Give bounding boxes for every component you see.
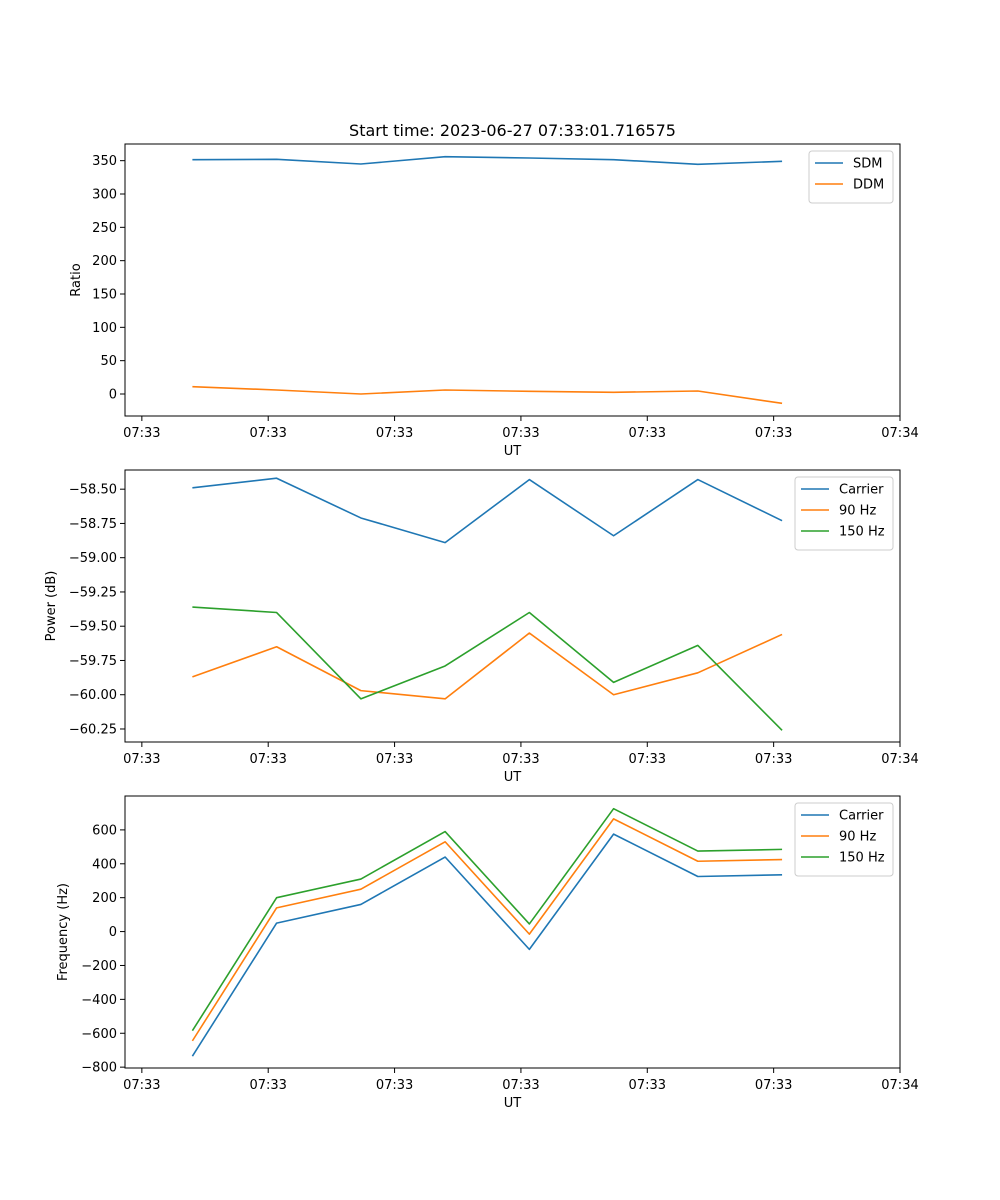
y-tick-label: −60.25 — [69, 722, 117, 737]
legend-label: 150 Hz — [839, 851, 885, 866]
x-tick-label: 07:33 — [123, 752, 160, 767]
x-tick-label: 07:34 — [881, 752, 918, 767]
x-tick-label: 07:33 — [376, 752, 413, 767]
x-tick-label: 07:33 — [123, 426, 160, 441]
legend-label: SDM — [853, 157, 882, 172]
y-tick-label: 50 — [100, 354, 117, 369]
y-axis-label: Power (dB) — [44, 571, 59, 642]
legend-box — [808, 150, 894, 204]
x-tick-label: 07:33 — [502, 1078, 539, 1093]
x-axis-label: UT — [504, 770, 522, 785]
y-tick-label: 200 — [92, 891, 117, 906]
x-tick-label: 07:33 — [755, 426, 792, 441]
x-tick-label: 07:33 — [629, 1078, 666, 1093]
x-axis-label: UT — [504, 444, 522, 459]
x-tick-label: 07:33 — [755, 1078, 792, 1093]
legend-label: 150 Hz — [839, 525, 885, 540]
y-tick-label: −59.00 — [69, 551, 117, 566]
series-line-90-hz — [192, 632, 783, 700]
x-tick-label: 07:33 — [249, 752, 286, 767]
figure-title: Start time: 2023-06-27 07:33:01.716575 — [349, 121, 676, 140]
series-line-carrier — [192, 477, 783, 544]
legend: SDM DDM — [808, 150, 894, 204]
y-tick-label: −600 — [81, 1027, 117, 1042]
x-tick-label: 07:33 — [249, 426, 286, 441]
y-tick-label: −400 — [81, 993, 117, 1008]
x-tick-label: 07:33 — [755, 752, 792, 767]
x-tick-label: 07:33 — [629, 752, 666, 767]
legend-label: 90 Hz — [839, 830, 876, 845]
x-tick-label: 07:33 — [249, 1078, 286, 1093]
y-tick-label: −58.75 — [69, 517, 117, 532]
x-tick-label: 07:33 — [502, 426, 539, 441]
series-line-150-hz — [192, 606, 783, 731]
series-line-ddm — [192, 385, 783, 405]
y-axis-label: Frequency (Hz) — [56, 883, 71, 981]
series-line-carrier — [191, 833, 783, 1057]
x-tick-label: 07:33 — [502, 752, 539, 767]
y-tick-label: 300 — [92, 188, 117, 203]
y-tick-label: 200 — [92, 254, 117, 269]
y-tick-label: 150 — [92, 288, 117, 303]
legend: Carrier 90 Hz 150 Hz — [794, 476, 894, 551]
x-tick-label: 07:33 — [629, 426, 666, 441]
x-tick-label: 07:33 — [376, 1078, 413, 1093]
x-tick-label: 07:34 — [881, 426, 918, 441]
legend: Carrier 90 Hz 150 Hz — [794, 802, 894, 877]
y-tick-label: 400 — [92, 857, 117, 872]
x-tick-label: 07:34 — [881, 1078, 918, 1093]
y-tick-label: 250 — [92, 221, 117, 236]
legend-label: DDM — [853, 178, 884, 193]
y-tick-label: −59.25 — [69, 585, 117, 600]
y-tick-label: −200 — [81, 959, 117, 974]
y-tick-label: −59.50 — [69, 620, 117, 635]
x-axis-label: UT — [504, 1096, 522, 1111]
axes-frame — [124, 469, 901, 743]
y-tick-label: 600 — [92, 823, 117, 838]
y-tick-label: 100 — [92, 321, 117, 336]
panel-2: 07:33 07:33 07:33 07:33 07:33 07:33 07:34 −58.5… — [44, 469, 919, 785]
panel-3: 07:33 07:33 07:33 07:33 07:33 07:33 07:34 −800 −… — [56, 795, 919, 1111]
y-axis-label: Ratio — [69, 263, 84, 296]
y-tick-label: 0 — [109, 388, 117, 403]
y-tick-label: −58.50 — [69, 483, 117, 498]
axes-frame — [124, 143, 901, 417]
series-line-sdm — [192, 155, 783, 166]
series-line-90-hz — [191, 818, 783, 1042]
legend-label: 90 Hz — [839, 504, 876, 519]
legend-label: Carrier — [839, 809, 884, 824]
panel-1: 07:33 07:33 07:33 07:33 07:33 07:33 07:34 0 50 10… — [69, 143, 919, 459]
x-tick-label: 07:33 — [376, 426, 413, 441]
x-tick-label: 07:33 — [123, 1078, 160, 1093]
y-tick-label: 350 — [92, 154, 117, 169]
legend-label: Carrier — [839, 483, 884, 498]
y-tick-label: −59.75 — [69, 654, 117, 669]
series-line-150-hz — [191, 807, 783, 1032]
y-tick-label: −60.00 — [69, 688, 117, 703]
y-tick-label: 0 — [109, 925, 117, 940]
y-tick-label: −800 — [81, 1061, 117, 1076]
